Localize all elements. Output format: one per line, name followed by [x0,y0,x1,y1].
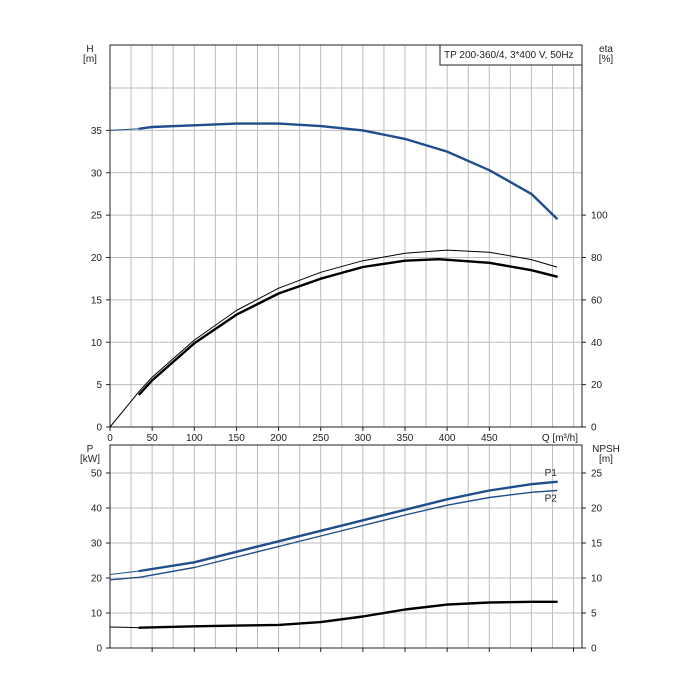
x-tick-label: 350 [397,433,414,444]
x-tick-label: 0 [107,433,113,444]
y-left-tick-label: 0 [96,644,102,655]
series-line [109,128,140,131]
y-left-tick-label: 20 [91,574,103,585]
y-right-tick-label: 25 [591,469,603,480]
x-tick-label: 150 [228,433,245,444]
y-left-tick-label: 25 [91,211,103,222]
series-line-p2 [109,489,558,581]
y-left-axis-label: [kW] [80,454,100,465]
series-line [109,249,558,428]
y-left-tick-label: 5 [96,380,102,391]
y-right-axis-label: eta [599,44,613,55]
y-right-tick-label: 5 [591,609,597,620]
y-right-tick-label: 40 [591,338,603,349]
x-tick-label: 50 [147,433,159,444]
x-tick-label: 450 [481,433,498,444]
power-npsh-panel: 0 10 20 30 40 50 0 5 10 15 20 25 P[kW] NPSH[m] P1 P2 [80,444,620,655]
x-tick-label: 250 [312,433,329,444]
series-line [109,626,140,629]
y-right-tick-label: 60 [591,295,603,306]
y-right-tick-label: 100 [591,211,608,222]
series-line [138,600,558,629]
y-left-axis-label: P [87,444,94,455]
y-right-tick-label: 15 [591,539,603,550]
chart-title-box [439,44,583,66]
y-right-tick-label: 20 [591,380,603,391]
x-tick-label: 200 [270,433,287,444]
series-label: P2 [545,494,558,505]
y-left-tick-label: 40 [91,504,103,515]
x-axis-label: Q [m³/h] [542,433,578,444]
y-right-tick-label: 10 [591,574,603,585]
y-right-axis-label: NPSH [592,444,620,455]
series-line [138,258,558,396]
x-tick-label: 100 [186,433,203,444]
plot-frame [109,444,583,649]
y-left-tick-label: 10 [91,609,103,620]
chart-title: TP 200-360/4, 3*400 V, 50Hz [444,50,574,61]
y-left-tick-label: 30 [91,539,103,550]
y-right-tick-label: 0 [591,423,597,434]
y-right-tick-label: 0 [591,644,597,655]
series-line [138,122,558,220]
x-tick-label: 300 [355,433,372,444]
plot-frame [109,44,583,428]
y-left-tick-label: 10 [91,338,103,349]
series-line-p1 [138,480,558,573]
y-right-axis-label: [%] [599,54,614,65]
series-label: P1 [545,468,558,479]
y-left-tick-label: 35 [91,126,103,137]
y-left-tick-label: 50 [91,469,103,480]
y-left-tick-label: 0 [96,423,102,434]
y-left-tick-label: 20 [91,253,103,264]
y-left-axis-label: H [86,44,93,55]
series-line [109,570,140,575]
y-right-tick-label: 80 [591,253,603,264]
y-left-tick-label: 15 [91,295,103,306]
y-left-axis-label: [m] [83,54,97,65]
y-left-tick-label: 30 [91,168,103,179]
x-tick-label: 400 [439,433,456,444]
y-right-axis-label: [m] [599,454,613,465]
y-right-tick-label: 20 [591,504,603,515]
